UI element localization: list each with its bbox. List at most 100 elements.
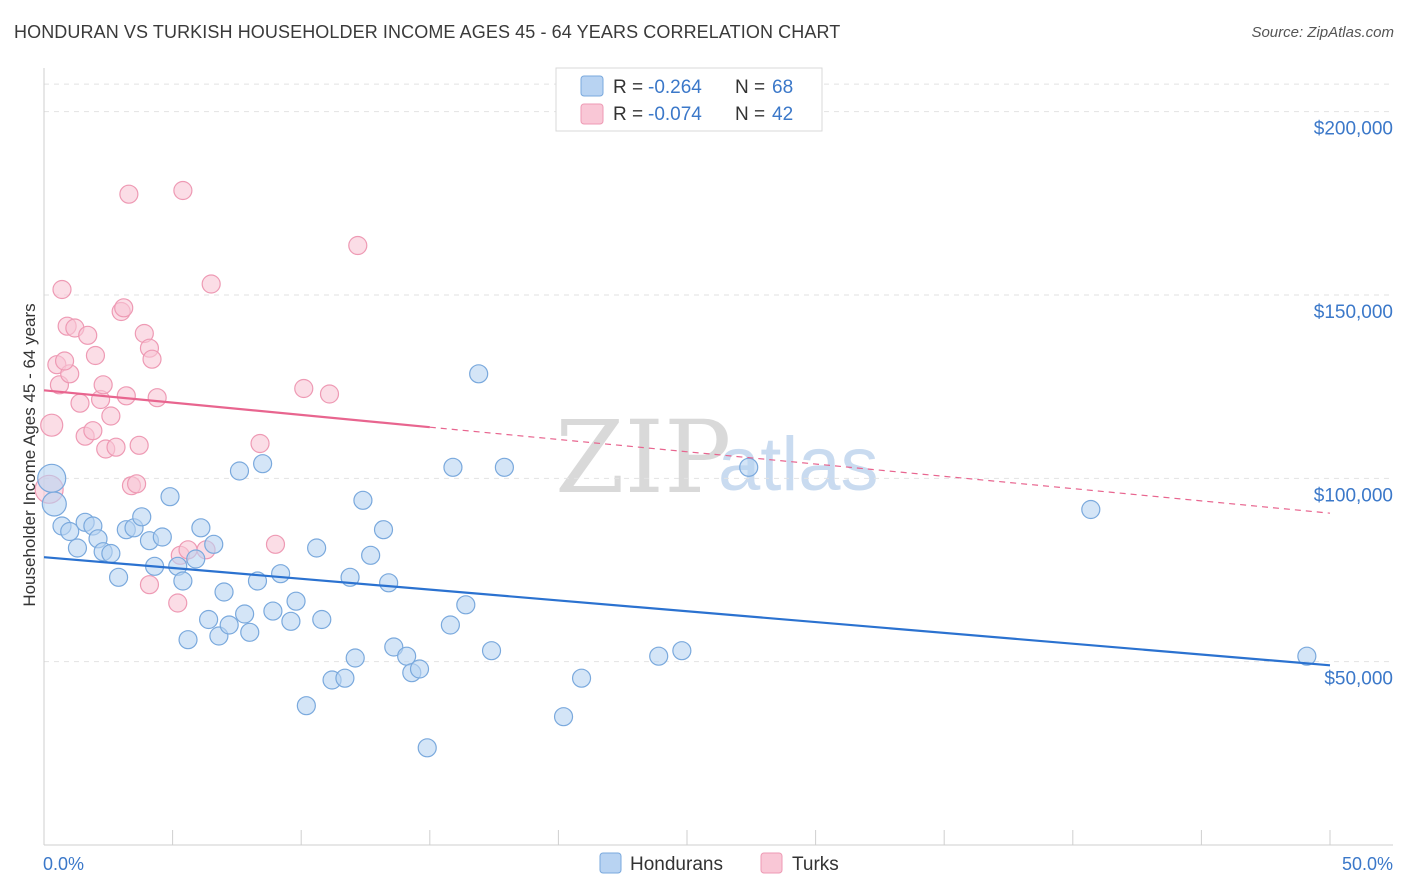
honduran-point	[41, 491, 67, 517]
turkish-point	[106, 437, 126, 457]
honduran-point	[152, 527, 172, 547]
turkish-point	[168, 593, 188, 613]
honduran-point	[443, 457, 463, 477]
bottom-legend-swatch-hondurans	[599, 852, 622, 874]
honduran-point	[271, 564, 291, 584]
turkish-point	[114, 298, 134, 318]
honduran-point	[335, 668, 355, 688]
honduran-point	[307, 538, 327, 558]
honduran-point	[571, 668, 592, 688]
honduran-point	[101, 543, 121, 564]
turkish-point	[129, 435, 149, 455]
honduran-point	[1081, 499, 1101, 520]
honduran-point	[204, 534, 224, 554]
turkish-trend-extension	[429, 426, 1331, 514]
honduran-point	[361, 545, 381, 565]
y-tick-label: $100,000	[1314, 485, 1393, 506]
legend-n-value-hondurans: 68	[772, 77, 793, 98]
honduran-point	[345, 648, 365, 668]
honduran-point	[739, 457, 759, 477]
honduran-point	[219, 615, 239, 635]
hondurans-points	[37, 364, 1317, 758]
turkish-point	[201, 274, 221, 294]
turkish-point	[119, 184, 139, 204]
honduran-point	[296, 696, 316, 716]
honduran-point	[409, 659, 430, 679]
legend-n-label-2: N =	[735, 104, 765, 125]
honduran-point	[108, 567, 129, 587]
honduran-point	[649, 646, 669, 666]
honduran-point	[240, 622, 260, 642]
legend-n-label-1: N =	[735, 77, 765, 98]
honduran-point	[672, 641, 692, 661]
honduran-point	[37, 463, 67, 493]
bottom-legend-hondurans: Hondurans	[630, 854, 723, 875]
honduran-point	[178, 630, 198, 650]
legend-swatch-turks	[580, 103, 604, 125]
stats-legend: R = -0.264 N = 68 R = -0.074 N = 42	[555, 67, 823, 132]
series-legend: Hondurans Turks	[599, 852, 839, 875]
honduran-point	[235, 604, 255, 624]
honduran-point	[440, 615, 460, 635]
chart-title: HONDURAN VS TURKISH HOUSEHOLDER INCOME A…	[14, 22, 841, 42]
turkish-point	[319, 384, 340, 404]
turkish-point	[54, 351, 75, 371]
honduran-point	[469, 364, 489, 384]
turkish-point	[85, 345, 106, 366]
honduran-point	[214, 582, 234, 602]
turkish-point	[78, 325, 98, 345]
honduran-point	[281, 611, 301, 631]
turkish-point	[40, 413, 64, 437]
watermark-zip: ZIP	[555, 399, 731, 516]
axes	[43, 68, 1393, 846]
honduran-trend-line	[43, 556, 1331, 667]
honduran-point	[553, 707, 574, 727]
honduran-point	[286, 591, 306, 611]
turkish-point	[83, 421, 103, 441]
honduran-point	[481, 641, 502, 661]
turkish-point	[101, 406, 121, 426]
honduran-point	[173, 571, 193, 591]
x-tick-max: 50.0%	[1342, 854, 1393, 874]
turkish-point	[93, 375, 113, 395]
turkish-point	[147, 388, 167, 408]
bottom-legend-swatch-turks	[760, 852, 783, 874]
honduran-point	[312, 609, 332, 630]
turkish-point	[70, 393, 90, 413]
legend-r-label-1: R =	[613, 77, 643, 98]
legend-n-value-turks: 42	[772, 104, 793, 125]
y-tick-label: $200,000	[1314, 119, 1393, 140]
trend-lines	[43, 389, 1331, 667]
legend-swatch-hondurans	[580, 75, 604, 97]
honduran-point	[456, 595, 476, 615]
turkish-point	[173, 180, 193, 201]
legend-r-value-hondurans: -0.264	[648, 77, 702, 98]
turkish-trend-line	[43, 389, 430, 429]
honduran-point	[417, 738, 437, 758]
y-tick-labels: $50,000 $100,000 $150,000 $200,000	[1314, 119, 1393, 690]
honduran-point	[199, 609, 219, 630]
turkish-point	[126, 474, 147, 494]
honduran-point	[494, 457, 514, 477]
honduran-point	[160, 487, 180, 507]
bottom-legend-turks: Turks	[792, 854, 839, 875]
y-axis-label: Householder Income Ages 45 - 64 years	[20, 303, 39, 606]
turkish-point	[116, 386, 136, 406]
x-tick-min: 0.0%	[43, 854, 84, 874]
y-tick-label: $50,000	[1324, 669, 1393, 690]
honduran-point	[379, 573, 399, 593]
honduran-point	[229, 461, 250, 481]
honduran-point	[373, 520, 394, 540]
turkish-point	[139, 575, 160, 595]
turkish-point	[294, 378, 314, 399]
honduran-point	[1297, 646, 1317, 666]
honduran-point	[263, 601, 283, 621]
honduran-point	[186, 549, 206, 569]
turkish-point	[250, 433, 270, 454]
honduran-point	[353, 490, 373, 510]
honduran-point	[191, 518, 211, 538]
turkish-point	[52, 279, 72, 300]
honduran-point	[132, 507, 152, 527]
turkish-point	[348, 235, 368, 256]
legend-r-label-2: R =	[613, 104, 643, 125]
